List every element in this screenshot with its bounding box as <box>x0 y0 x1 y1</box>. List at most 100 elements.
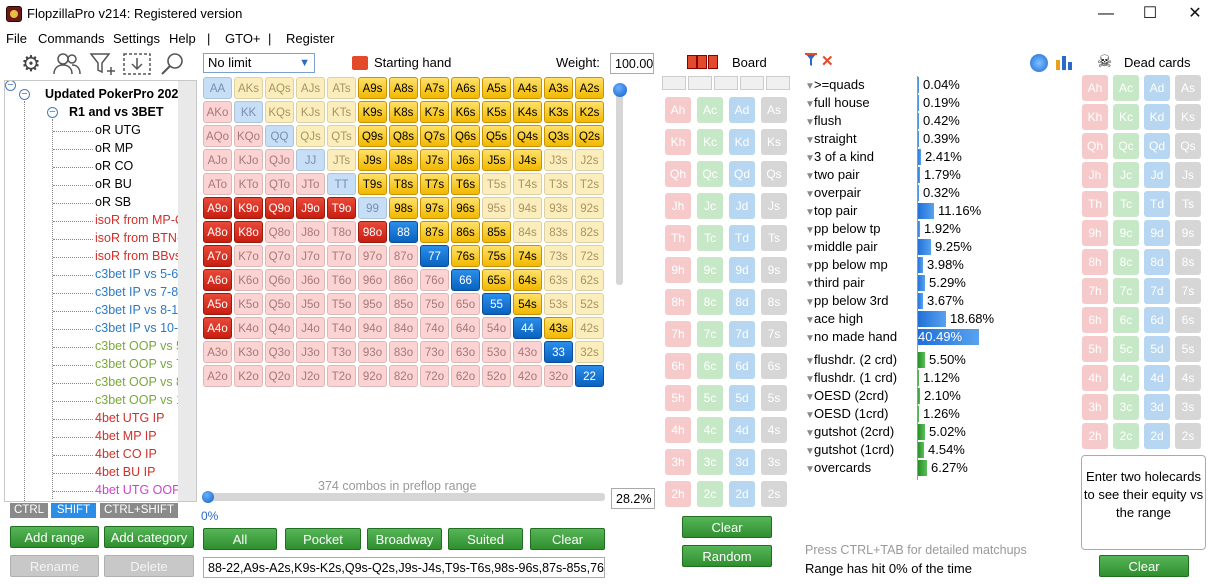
stat-row[interactable]: ▼no made hand <box>805 329 897 344</box>
menu-file[interactable]: File <box>6 31 27 46</box>
filter-icon[interactable]: ▼ <box>805 297 815 308</box>
hand-cell[interactable]: K6o <box>234 269 263 291</box>
hand-cell[interactable]: 72s <box>575 245 604 267</box>
board-card[interactable]: 9d <box>729 257 755 283</box>
board-card[interactable]: 2d <box>729 481 755 507</box>
tree-item[interactable]: c3bet OOP vs 8-10 <box>95 375 197 389</box>
collapse-icon[interactable]: − <box>19 89 30 100</box>
limit-select[interactable]: No limit ▼ <box>203 53 315 73</box>
hand-cell[interactable]: 94o <box>358 317 387 339</box>
dead-card[interactable]: Th <box>1082 191 1108 217</box>
hand-cell[interactable]: A2o <box>203 365 232 387</box>
dead-card[interactable]: 6d <box>1144 307 1170 333</box>
hand-cell[interactable]: 42o <box>513 365 542 387</box>
filter-icon[interactable]: ▼ <box>805 279 815 290</box>
tree-item[interactable]: 4bet MP IP <box>95 429 157 443</box>
hand-cell[interactable]: J3s <box>544 149 573 171</box>
board-card[interactable]: Js <box>761 193 787 219</box>
dead-card[interactable]: 7h <box>1082 278 1108 304</box>
add-range-button[interactable]: Add range <box>10 526 99 548</box>
hand-cell[interactable]: J6s <box>451 149 480 171</box>
hand-cell[interactable]: 62o <box>451 365 480 387</box>
board-card[interactable]: Kc <box>697 129 723 155</box>
hand-cell[interactable]: KTs <box>327 101 356 123</box>
stat-row[interactable]: ▼overcards <box>805 460 871 475</box>
dead-card[interactable]: 2s <box>1175 423 1201 449</box>
stat-row[interactable]: ▼>=quads <box>805 77 865 92</box>
stat-row[interactable]: ▼straight <box>805 131 857 146</box>
hand-cell[interactable]: J7o <box>296 245 325 267</box>
hand-cell[interactable]: KJo <box>234 149 263 171</box>
board-card[interactable]: 6d <box>729 353 755 379</box>
hand-cell[interactable]: T7o <box>327 245 356 267</box>
hand-cell[interactable]: J2o <box>296 365 325 387</box>
dead-card[interactable]: 8h <box>1082 249 1108 275</box>
hand-cell[interactable]: 44 <box>513 317 542 339</box>
hand-cell[interactable]: A3s <box>544 77 573 99</box>
hand-cell[interactable]: 74o <box>420 317 449 339</box>
hand-cell[interactable]: 86o <box>389 269 418 291</box>
board-card[interactable]: Jc <box>697 193 723 219</box>
hand-cell[interactable]: Q9s <box>358 125 387 147</box>
board-card[interactable]: 2h <box>665 481 691 507</box>
hand-cell[interactable]: KTo <box>234 173 263 195</box>
filter-icon[interactable]: ▼ <box>805 189 815 200</box>
hand-cell[interactable]: QJo <box>265 149 294 171</box>
board-random-button[interactable]: Random <box>682 545 772 567</box>
board-card[interactable]: Ah <box>665 97 691 123</box>
hand-cell[interactable]: 98o <box>358 221 387 243</box>
hand-cell[interactable]: A7o <box>203 245 232 267</box>
hand-cell[interactable]: 54s <box>513 293 542 315</box>
stat-row[interactable]: ▼top pair <box>805 203 857 218</box>
hand-cell[interactable]: J9o <box>296 197 325 219</box>
board-card[interactable]: 3c <box>697 449 723 475</box>
hand-cell[interactable]: J8s <box>389 149 418 171</box>
hand-cell[interactable]: 72o <box>420 365 449 387</box>
hand-cell[interactable]: K8o <box>234 221 263 243</box>
hand-cell[interactable]: A4s <box>513 77 542 99</box>
hand-cell[interactable]: 87s <box>420 221 449 243</box>
hand-cell[interactable]: JTo <box>296 173 325 195</box>
dead-card[interactable]: Ts <box>1175 191 1201 217</box>
hand-cell[interactable]: 93o <box>358 341 387 363</box>
filter-icon[interactable]: ▼ <box>805 428 815 439</box>
dead-card[interactable]: 9d <box>1144 220 1170 246</box>
hand-cell[interactable]: AQs <box>265 77 294 99</box>
menu-register[interactable]: Register <box>286 31 335 46</box>
board-card[interactable]: 2s <box>761 481 787 507</box>
tree-item[interactable]: c3bet IP vs 7-8% <box>95 285 190 299</box>
board-card[interactable]: 6c <box>697 353 723 379</box>
maximize-button[interactable]: ☐ <box>1142 5 1158 22</box>
dead-card[interactable]: Kd <box>1144 104 1170 130</box>
hand-cell[interactable]: 94s <box>513 197 542 219</box>
dead-card[interactable]: Ad <box>1144 75 1170 101</box>
tree-item[interactable]: isoR from BBvsSB <box>95 249 197 263</box>
board-card[interactable]: 8d <box>729 289 755 315</box>
hand-cell[interactable]: A8s <box>389 77 418 99</box>
tree-item[interactable]: 4bet BU IP <box>95 465 156 479</box>
hand-cell[interactable]: Q6s <box>451 125 480 147</box>
board-slot[interactable] <box>714 76 738 90</box>
dead-card[interactable]: 2c <box>1113 423 1139 449</box>
tree-group[interactable]: R1 and vs 3BET <box>69 105 164 119</box>
hand-cell[interactable]: KK <box>234 101 263 123</box>
hand-cell[interactable]: KJs <box>296 101 325 123</box>
dead-card[interactable]: 6c <box>1113 307 1139 333</box>
hand-cell[interactable]: A9o <box>203 197 232 219</box>
tree-item[interactable]: isoR from BTN-B <box>95 231 190 245</box>
dead-card[interactable]: Js <box>1175 162 1201 188</box>
dead-card[interactable]: Qh <box>1082 133 1108 159</box>
stat-row[interactable]: ▼flushdr. (2 crd) <box>805 352 897 367</box>
filter-icon[interactable]: ▼ <box>805 356 815 367</box>
hand-cell[interactable]: 93s <box>544 197 573 219</box>
filter-icon[interactable] <box>805 53 817 67</box>
hand-cell[interactable]: Q9o <box>265 197 294 219</box>
hand-cell[interactable]: K3o <box>234 341 263 363</box>
hand-cell[interactable]: T3o <box>327 341 356 363</box>
board-card[interactable]: 8c <box>697 289 723 315</box>
hand-cell[interactable]: Q5s <box>482 125 511 147</box>
dead-card[interactable]: Kh <box>1082 104 1108 130</box>
hand-cell[interactable]: ATo <box>203 173 232 195</box>
board-card[interactable]: 6s <box>761 353 787 379</box>
chart-icon[interactable] <box>1055 54 1073 73</box>
